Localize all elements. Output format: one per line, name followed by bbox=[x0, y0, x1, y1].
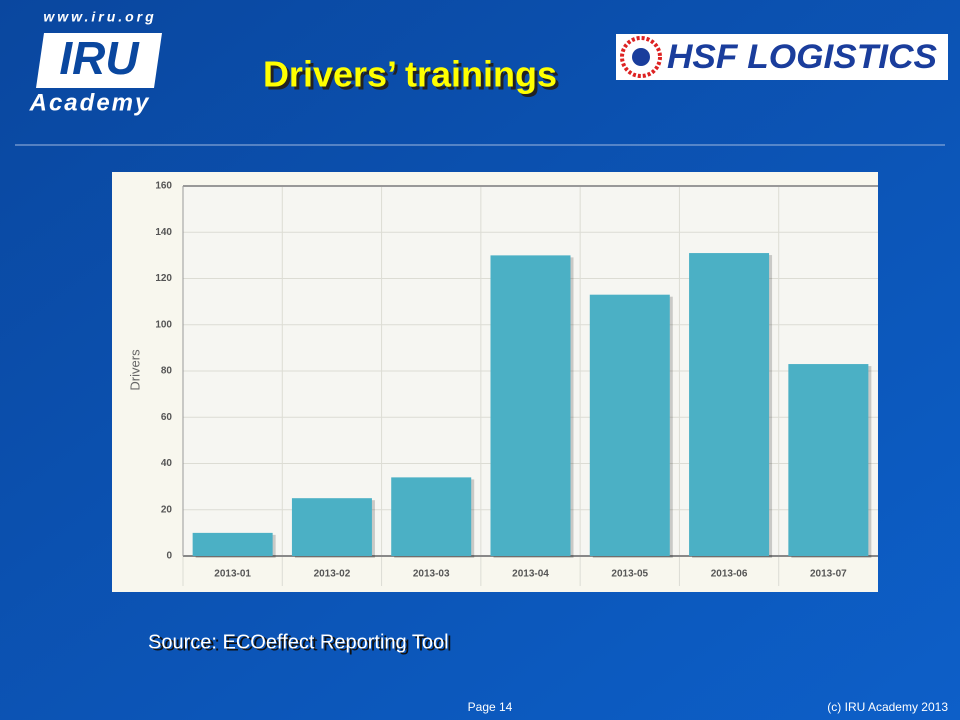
chart: 0 20 40 60 80 100 120 140 160 Drivers 2013-01 2013-… bbox=[127, 181, 878, 586]
x-tick-label: 2013-05 bbox=[611, 569, 648, 580]
bar bbox=[291, 498, 372, 556]
partner-logo-icon bbox=[620, 36, 662, 78]
page-number: Page 14 bbox=[468, 700, 513, 714]
bar bbox=[192, 532, 273, 556]
y-axis-label: Drivers bbox=[127, 349, 142, 391]
bar bbox=[391, 477, 472, 556]
bar bbox=[689, 253, 770, 556]
logo-box bbox=[36, 33, 162, 88]
source-shadow: Source: ECOeffect Reporting Tool bbox=[151, 633, 452, 655]
partner-logo-box bbox=[616, 34, 948, 80]
y-tick-label: 120 bbox=[155, 273, 172, 284]
x-tick-label: 2013-03 bbox=[413, 569, 450, 580]
y-tick-label: 60 bbox=[161, 412, 173, 423]
y-tick-label: 40 bbox=[161, 458, 173, 469]
bar bbox=[589, 294, 670, 556]
source: Source: ECOeffect Reporting Tool bbox=[148, 631, 449, 653]
x-tick-label: 2013-06 bbox=[711, 569, 748, 580]
x-tick-label: 2013-02 bbox=[314, 569, 351, 580]
copyright: (c) IRU Academy 2013 bbox=[827, 700, 948, 714]
y-tick-label: 20 bbox=[161, 504, 173, 515]
y-tick-label: 140 bbox=[155, 227, 172, 238]
bar bbox=[788, 364, 869, 556]
logo-subtext: Academy bbox=[29, 89, 151, 116]
x-tick-label: 2013-07 bbox=[810, 569, 847, 580]
y-tick-label: 0 bbox=[166, 551, 172, 562]
partner-logo-text: HSF LOGISTICS bbox=[667, 38, 937, 76]
website: www.iru.org bbox=[43, 9, 156, 25]
x-tick-label: 2013-01 bbox=[214, 569, 251, 580]
x-tick-label: 2013-04 bbox=[512, 569, 549, 580]
slide-title: Drivers’ trainings bbox=[263, 54, 557, 95]
bar bbox=[490, 255, 571, 556]
logo-text: IRU bbox=[59, 32, 140, 84]
partner-logo-icon bbox=[632, 48, 650, 66]
y-tick-label: 160 bbox=[155, 181, 172, 192]
y-tick-label: 80 bbox=[161, 366, 173, 377]
y-tick-label: 100 bbox=[155, 319, 172, 330]
title-shadow: Drivers’ trainings bbox=[266, 57, 560, 98]
